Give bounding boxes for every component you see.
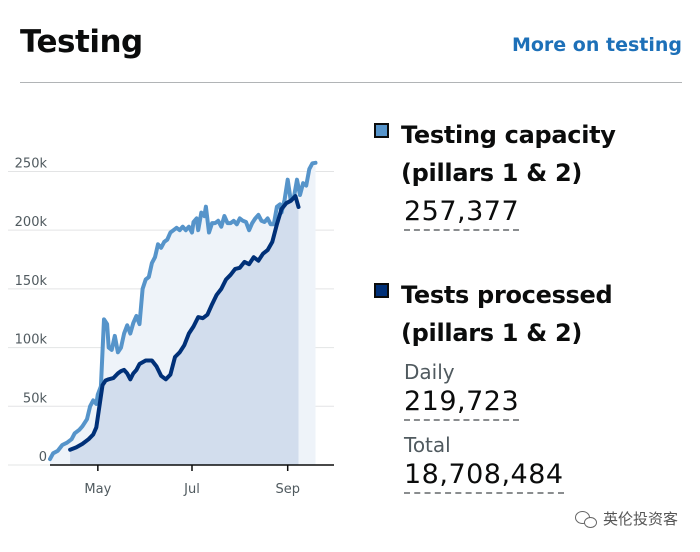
processed-title-line1: Tests processed bbox=[401, 281, 613, 309]
y-tick-label: 200k bbox=[15, 215, 48, 230]
more-on-testing-link[interactable]: More on testing bbox=[511, 34, 682, 56]
watermark-text: 英伦投资客 bbox=[602, 510, 678, 528]
y-tick-label: 0 bbox=[39, 450, 47, 465]
capacity-title-line2: (pillars 1 & 2) bbox=[401, 159, 583, 187]
processed-line bbox=[68, 194, 301, 452]
page-title: Testing bbox=[20, 24, 143, 60]
total-value: 18,708,484 bbox=[404, 459, 564, 494]
testing-chart: 0 50k 100k 150k 200k 250k May Jul Sep bbox=[8, 156, 334, 497]
capacity-swatch-icon bbox=[374, 123, 389, 138]
y-tick-label: 150k bbox=[15, 274, 48, 289]
daily-label: Daily bbox=[404, 360, 455, 384]
x-tick-label: May bbox=[84, 482, 111, 497]
legend-capacity: Testing capacity (pillars 1 & 2) 257,377 bbox=[374, 116, 616, 231]
processed-area bbox=[70, 196, 299, 465]
processed-title-line2: (pillars 1 & 2) bbox=[401, 319, 583, 347]
x-tick-label: Jul bbox=[183, 482, 200, 497]
header-divider bbox=[20, 82, 682, 83]
x-tick-label: Sep bbox=[275, 482, 300, 497]
total-label: Total bbox=[404, 433, 451, 457]
y-tick-label: 50k bbox=[23, 391, 48, 406]
processed-swatch-icon bbox=[374, 283, 389, 298]
y-tick-label: 250k bbox=[15, 156, 48, 171]
watermark: 英伦投资客 bbox=[574, 508, 678, 529]
capacity-line bbox=[48, 160, 318, 462]
capacity-title-line1: Testing capacity bbox=[401, 121, 616, 149]
daily-value: 219,723 bbox=[404, 386, 520, 421]
y-tick-label: 100k bbox=[15, 333, 48, 348]
wechat-icon bbox=[574, 510, 597, 528]
legend-processed: Tests processed (pillars 1 & 2) Daily 21… bbox=[374, 276, 613, 494]
capacity-value: 257,377 bbox=[404, 196, 520, 231]
